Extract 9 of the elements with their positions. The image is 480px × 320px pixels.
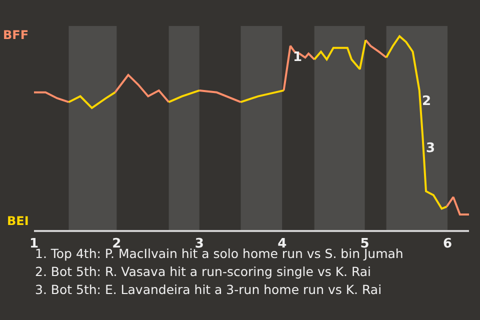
x-tick-label: 4 <box>278 236 287 252</box>
text: 3. Bot 5th: E. Lavandeira hit a 3-run home run vs K. Rai <box>35 282 382 297</box>
x-tick-label: 6 <box>442 236 452 252</box>
annotation: 2 <box>422 94 432 109</box>
annotation: 1 <box>293 50 302 65</box>
annotation: 3 <box>426 141 436 156</box>
text: 2. Bot 5th: R. Vasava hit a run-scoring single vs K. Rai <box>35 264 372 279</box>
text: BEI <box>7 214 29 228</box>
text: BFF <box>3 28 29 42</box>
